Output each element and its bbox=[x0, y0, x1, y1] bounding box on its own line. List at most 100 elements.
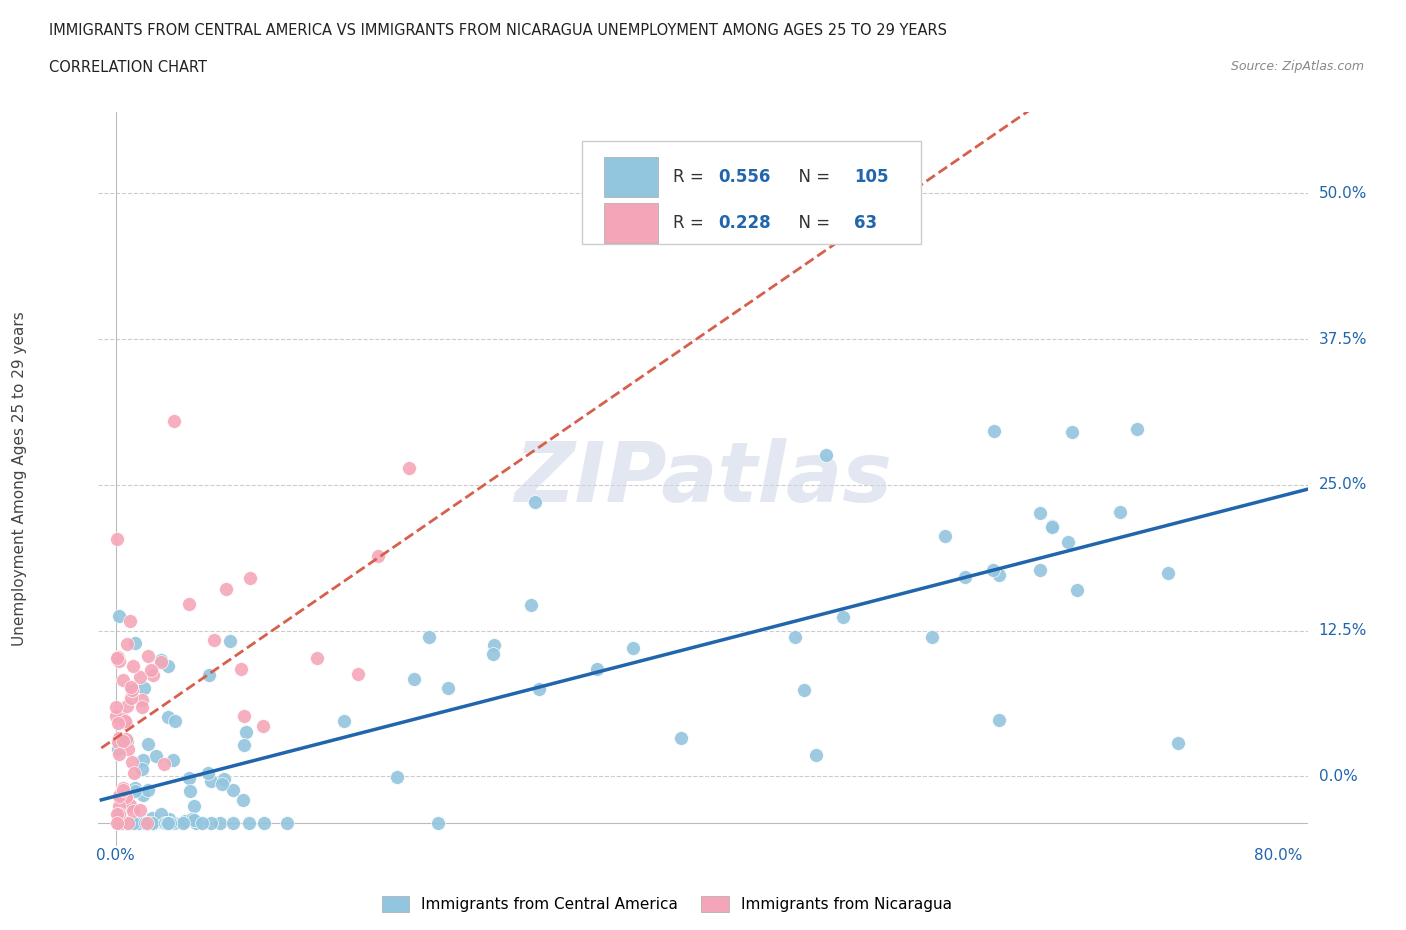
Point bbox=[124, 816, 146, 830]
Point bbox=[107, 654, 129, 669]
Point bbox=[1056, 535, 1078, 550]
Point bbox=[108, 806, 131, 821]
Point bbox=[162, 753, 184, 768]
Point bbox=[814, 447, 837, 462]
Point bbox=[121, 754, 143, 769]
Point bbox=[107, 742, 129, 757]
Point bbox=[112, 780, 135, 795]
Point bbox=[177, 771, 200, 786]
Point bbox=[131, 693, 153, 708]
Point bbox=[117, 742, 139, 757]
Point bbox=[981, 563, 1004, 578]
Point bbox=[145, 749, 167, 764]
Point bbox=[155, 816, 177, 830]
Point bbox=[983, 424, 1005, 439]
Point bbox=[832, 609, 855, 624]
Point bbox=[524, 495, 547, 510]
Point bbox=[105, 700, 128, 715]
Point bbox=[132, 788, 155, 803]
Point bbox=[174, 814, 197, 829]
Text: 50.0%: 50.0% bbox=[1319, 186, 1367, 201]
Point bbox=[129, 802, 152, 817]
Point bbox=[128, 816, 150, 830]
Point bbox=[150, 806, 173, 821]
Text: 0.556: 0.556 bbox=[718, 168, 770, 186]
Point bbox=[200, 773, 222, 788]
Point bbox=[239, 570, 262, 585]
Point bbox=[115, 734, 138, 749]
Point bbox=[110, 816, 132, 830]
Text: 63: 63 bbox=[855, 214, 877, 232]
Point bbox=[669, 730, 692, 745]
Point bbox=[143, 816, 166, 830]
Point bbox=[138, 816, 160, 830]
Text: N =: N = bbox=[787, 168, 835, 186]
Text: Source: ZipAtlas.com: Source: ZipAtlas.com bbox=[1230, 60, 1364, 73]
Point bbox=[120, 613, 142, 628]
Point bbox=[621, 641, 644, 656]
Point bbox=[179, 784, 201, 799]
Point bbox=[214, 772, 236, 787]
Point bbox=[115, 816, 138, 830]
Point bbox=[157, 812, 180, 827]
Point bbox=[122, 659, 145, 674]
Point bbox=[141, 810, 163, 825]
Point bbox=[156, 658, 179, 673]
Point bbox=[129, 670, 152, 684]
Point bbox=[179, 597, 201, 612]
Point bbox=[934, 528, 956, 543]
Point bbox=[252, 719, 274, 734]
Point bbox=[202, 633, 225, 648]
Point bbox=[107, 715, 129, 730]
Point bbox=[115, 698, 138, 713]
Point bbox=[418, 629, 440, 644]
Text: 0.228: 0.228 bbox=[718, 214, 772, 232]
Point bbox=[132, 681, 155, 696]
Point bbox=[124, 781, 146, 796]
Text: 80.0%: 80.0% bbox=[1254, 848, 1303, 863]
Point bbox=[437, 681, 460, 696]
Point bbox=[111, 672, 134, 687]
Point bbox=[183, 799, 205, 814]
Point bbox=[120, 690, 142, 705]
Point bbox=[953, 570, 976, 585]
Point bbox=[153, 757, 176, 772]
Point bbox=[211, 777, 233, 791]
Point bbox=[219, 633, 242, 648]
Point bbox=[124, 765, 146, 780]
Point bbox=[519, 598, 541, 613]
Point bbox=[1029, 563, 1052, 578]
Point bbox=[108, 789, 131, 804]
Point bbox=[107, 805, 129, 820]
Point bbox=[585, 661, 607, 676]
Point bbox=[229, 661, 252, 676]
Point bbox=[163, 713, 186, 728]
Point bbox=[253, 816, 276, 830]
Point bbox=[785, 630, 807, 644]
Text: Unemployment Among Ages 25 to 29 years: Unemployment Among Ages 25 to 29 years bbox=[13, 312, 27, 646]
Point bbox=[136, 737, 159, 751]
Point bbox=[110, 787, 132, 802]
Point bbox=[131, 699, 153, 714]
Point bbox=[142, 816, 165, 830]
Point bbox=[120, 680, 142, 695]
Point bbox=[150, 653, 173, 668]
Point bbox=[1109, 504, 1132, 519]
Point bbox=[1062, 424, 1084, 439]
Point bbox=[108, 799, 131, 814]
Point bbox=[124, 635, 146, 650]
Point bbox=[110, 737, 132, 751]
Point bbox=[1029, 506, 1052, 521]
Point bbox=[527, 682, 550, 697]
Point bbox=[105, 532, 128, 547]
Point bbox=[105, 816, 128, 830]
Point bbox=[107, 651, 129, 666]
Point bbox=[222, 782, 245, 797]
Text: CORRELATION CHART: CORRELATION CHART bbox=[49, 60, 207, 75]
Point bbox=[115, 637, 138, 652]
FancyBboxPatch shape bbox=[603, 203, 658, 244]
Point bbox=[115, 790, 138, 804]
Point bbox=[307, 650, 329, 665]
Text: 105: 105 bbox=[855, 168, 889, 186]
Point bbox=[346, 666, 368, 681]
